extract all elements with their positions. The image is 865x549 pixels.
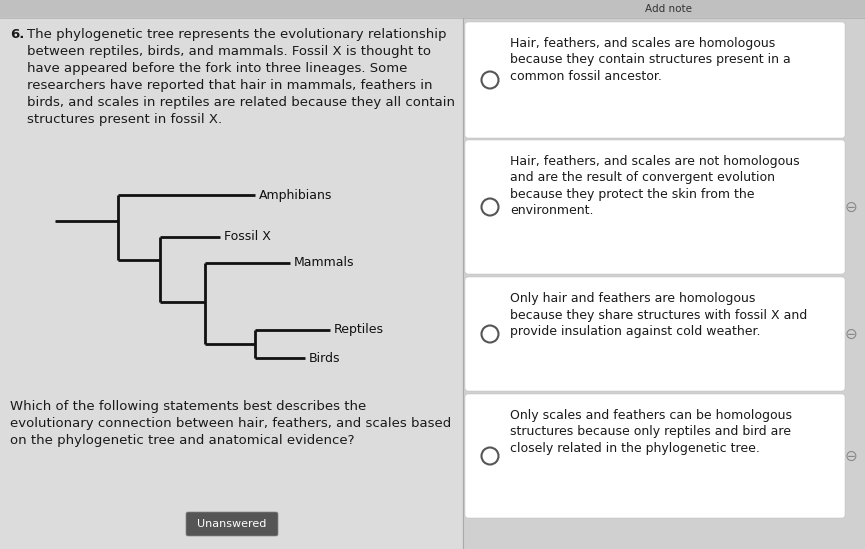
Text: Mammals: Mammals — [294, 256, 355, 270]
Bar — [463, 18, 865, 549]
Circle shape — [482, 71, 498, 88]
FancyBboxPatch shape — [465, 277, 845, 391]
Text: The phylogenetic tree represents the evolutionary relationship
between reptiles,: The phylogenetic tree represents the evo… — [27, 28, 455, 126]
Text: Add note: Add note — [645, 4, 692, 14]
Text: Fossil X: Fossil X — [224, 231, 271, 244]
Circle shape — [482, 199, 498, 216]
FancyBboxPatch shape — [186, 512, 278, 536]
FancyBboxPatch shape — [465, 22, 845, 138]
Text: Reptiles: Reptiles — [334, 323, 384, 337]
FancyBboxPatch shape — [465, 394, 845, 518]
Circle shape — [482, 326, 498, 343]
Text: Hair, feathers, and scales are not homologous
and are the result of convergent e: Hair, feathers, and scales are not homol… — [510, 155, 799, 217]
Text: Only hair and feathers are homologous
because they share structures with fossil : Only hair and feathers are homologous be… — [510, 292, 807, 338]
Text: Which of the following statements best describes the
evolutionary connection bet: Which of the following statements best d… — [10, 400, 452, 447]
FancyBboxPatch shape — [465, 140, 845, 274]
Text: 6.: 6. — [10, 28, 24, 41]
Text: ⊖: ⊖ — [844, 199, 857, 215]
Text: Only scales and feathers can be homologous
structures because only reptiles and : Only scales and feathers can be homologo… — [510, 409, 792, 455]
Text: Hair, feathers, and scales are homologous
because they contain structures presen: Hair, feathers, and scales are homologou… — [510, 37, 791, 83]
Text: ⊖: ⊖ — [844, 327, 857, 341]
Bar — [0, 0, 865, 18]
Text: Unanswered: Unanswered — [197, 519, 266, 529]
Circle shape — [482, 447, 498, 464]
Bar — [0, 18, 463, 549]
Text: Birds: Birds — [309, 351, 341, 365]
Text: Amphibians: Amphibians — [259, 188, 332, 201]
Text: ⊖: ⊖ — [844, 449, 857, 463]
